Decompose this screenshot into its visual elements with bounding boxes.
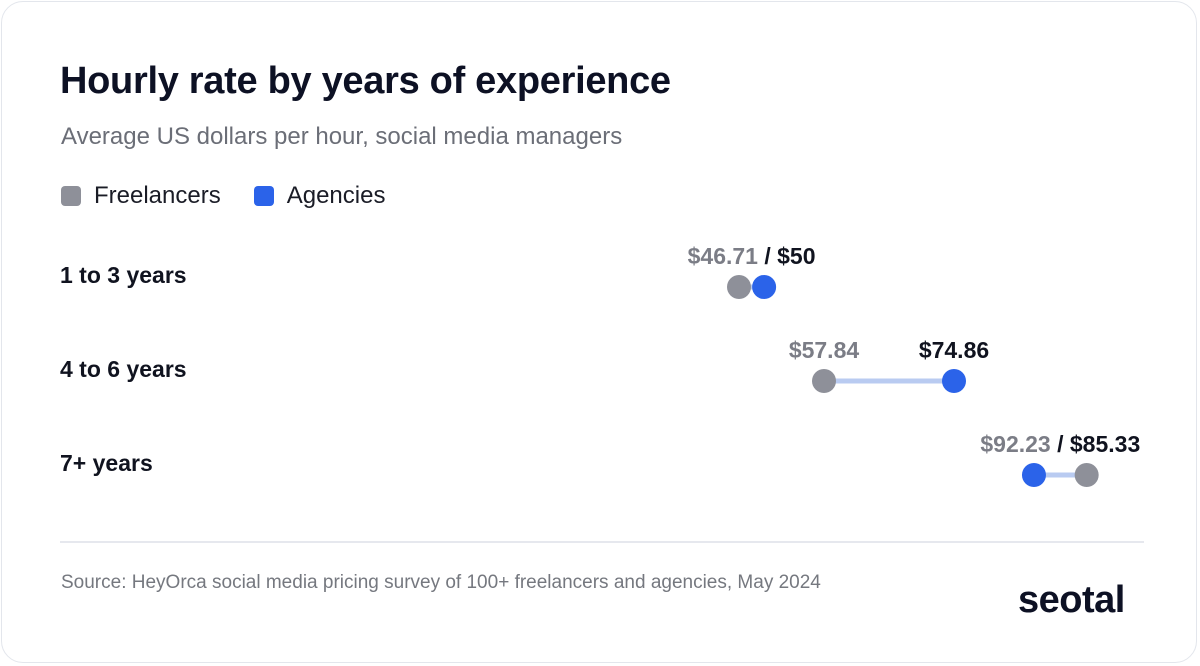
chart-title: Hourly rate by years of experience: [60, 60, 671, 102]
value-label-1-to-3-years: $46.71 / $50: [688, 243, 816, 269]
dumbbell-chart: 1 to 3 years $46.71 / $50 4 to 6 years $57.…: [60, 243, 1140, 487]
seotal-logo: seotal: [1018, 579, 1125, 621]
dot-freelancers-7-plus-years: [1074, 463, 1099, 487]
legend-item-agencies: Agencies: [253, 182, 386, 210]
value-separator-1-to-3-years: /: [758, 243, 777, 269]
dot-agencies-7-plus-years: [1021, 463, 1046, 487]
legend-swatch-freelancers: [61, 186, 81, 206]
chart-subtitle: Average US dollars per hour, social medi…: [61, 123, 623, 150]
dot-agencies-1-to-3-years: [752, 275, 777, 299]
legend-label-agencies: Agencies: [286, 182, 386, 209]
value-separator-7-plus-years: /: [1051, 431, 1070, 457]
value-freelancers-1-to-3-years: $46.71: [688, 243, 759, 269]
dot-agencies-4-to-6-years: [942, 369, 966, 393]
row-label-4-to-6-years: 4 to 6 years: [60, 356, 187, 382]
value-freelancers-7-plus-years: $92.23: [980, 431, 1050, 457]
legend-swatch-agencies: [253, 186, 274, 206]
value-label-7-plus-years: $92.23 / $85.33: [980, 431, 1140, 457]
value-agencies-1-to-3-years: $50: [777, 243, 815, 269]
dot-freelancers-1-to-3-years: [727, 275, 751, 299]
row-label-7-plus-years: 7+ years: [60, 450, 153, 476]
value-freelancers-4-to-6-years: $57.84: [789, 337, 860, 363]
dot-freelancers-4-to-6-years: [812, 369, 837, 393]
legend-label-freelancers: Freelancers: [94, 182, 221, 209]
footer-divider: [60, 541, 1144, 543]
value-agencies-7-plus-years: $85.33: [1070, 431, 1140, 457]
source-note: Source: HeyOrca social media pricing sur…: [61, 572, 821, 593]
row-label-1-to-3-years: 1 to 3 years: [60, 262, 187, 288]
value-agencies-4-to-6-years: $74.86: [919, 337, 989, 363]
legend: Freelancers Agencies: [61, 182, 418, 210]
legend-item-freelancers: Freelancers: [61, 182, 221, 210]
